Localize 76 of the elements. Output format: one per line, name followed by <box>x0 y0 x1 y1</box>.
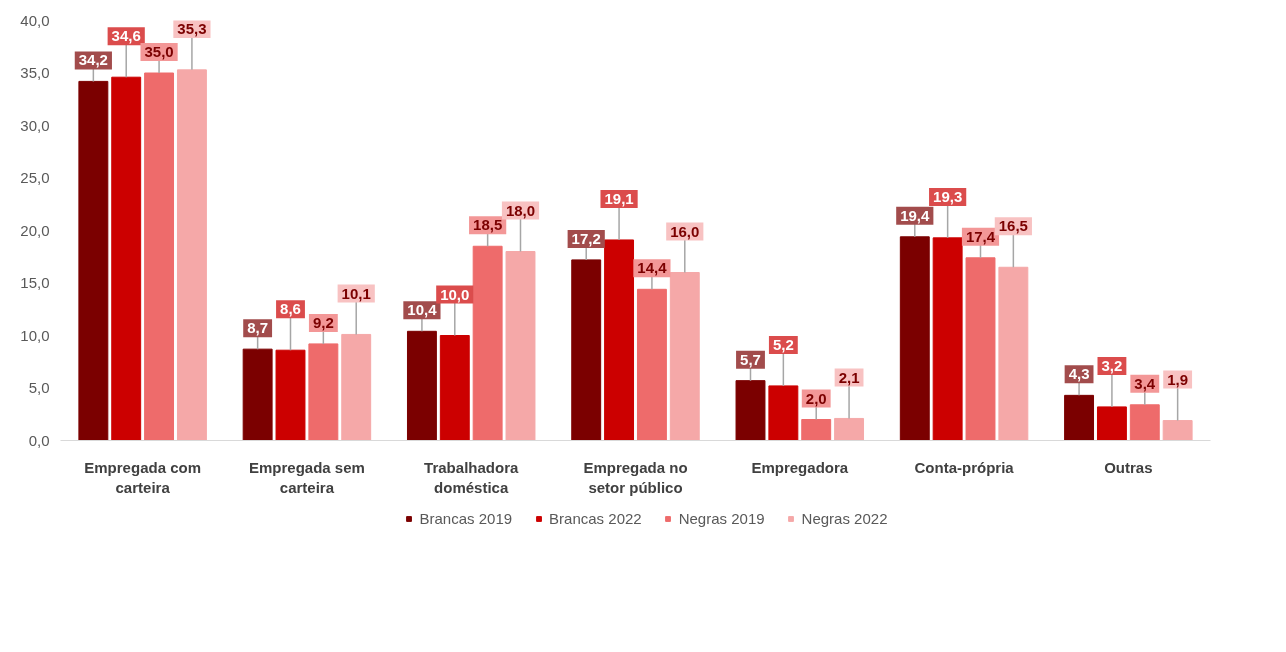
data-label: 35,0 <box>144 43 174 60</box>
data-label: 19,3 <box>933 187 963 205</box>
data-label: 18,5 <box>473 216 503 234</box>
x-tick-label: Outras <box>1104 458 1153 476</box>
y-tick-label: 10,0 <box>20 326 50 344</box>
bar <box>1064 394 1095 441</box>
bar <box>998 266 1029 441</box>
x-tick-label: Empregadora <box>751 458 849 476</box>
y-tick-label: 5,0 <box>28 379 50 396</box>
data-label: 2,0 <box>805 389 827 407</box>
y-tick-label: 40,0 <box>20 11 50 29</box>
legend-label: Brancas 2019 <box>419 509 513 527</box>
x-tick-label: Trabalhadora doméstica <box>424 458 519 496</box>
data-label: 4,3 <box>1068 365 1090 383</box>
legend-label: Brancas 2022 <box>549 509 642 527</box>
bar <box>176 69 207 441</box>
data-label: 18,0 <box>505 201 536 219</box>
bar <box>965 257 996 441</box>
bar <box>768 385 799 441</box>
data-label: 5,7 <box>740 350 761 368</box>
bar <box>111 76 142 441</box>
legend-label: Negras 2022 <box>801 509 888 527</box>
data-label: 17,4 <box>965 227 996 245</box>
x-tick-label: Empregada sem carteira <box>248 458 365 496</box>
data-label: 5,2 <box>772 335 794 353</box>
x-tick-label: Empregada com carteira <box>84 458 202 496</box>
data-label: 34,6 <box>111 27 141 45</box>
bar <box>669 272 700 441</box>
data-label: 8,6 <box>280 300 301 318</box>
data-label: 10,1 <box>341 284 371 302</box>
bar <box>308 343 339 441</box>
y-tick-label: 30,0 <box>20 116 50 134</box>
data-label: 3,4 <box>1134 374 1156 392</box>
data-label: 3,2 <box>1101 356 1123 374</box>
y-tick-label: 35,0 <box>20 64 50 81</box>
bar <box>636 288 667 441</box>
data-label: 1,9 <box>1167 370 1189 388</box>
data-label: 35,3 <box>177 19 207 37</box>
x-tick-label: Empregada no setor público <box>583 458 688 496</box>
y-tick-label: 0,0 <box>28 431 50 449</box>
y-tick-label: 25,0 <box>20 169 50 186</box>
bar <box>932 237 963 441</box>
bar <box>341 333 372 441</box>
x-tick-label: Conta-própria <box>914 458 1015 476</box>
bar <box>472 245 503 441</box>
data-label: 16,0 <box>670 222 700 240</box>
data-label: 9,2 <box>312 313 334 331</box>
data-label: 10,0 <box>440 285 470 303</box>
y-tick-label: 20,0 <box>20 221 50 239</box>
bar <box>406 330 437 441</box>
bar <box>604 239 635 441</box>
bar <box>275 349 306 441</box>
data-label: 19,1 <box>604 190 634 207</box>
bar <box>78 80 109 441</box>
data-label: 14,4 <box>637 259 668 277</box>
bar <box>735 380 766 441</box>
bar <box>1096 406 1127 441</box>
y-tick-label: 15,0 <box>20 274 50 291</box>
bar <box>505 251 536 441</box>
bar <box>801 419 832 441</box>
data-label: 10,4 <box>407 301 438 319</box>
bar <box>1129 404 1160 441</box>
bar <box>242 348 273 441</box>
bar <box>899 236 930 441</box>
data-label: 8,7 <box>247 319 269 337</box>
data-label: 17,2 <box>571 229 601 247</box>
bar <box>571 259 602 441</box>
data-label: 34,2 <box>78 51 108 69</box>
bar <box>834 417 865 441</box>
data-label: 2,1 <box>838 368 860 386</box>
bar <box>144 72 175 441</box>
bar <box>1162 420 1193 441</box>
bar <box>439 335 470 441</box>
data-label: 16,5 <box>998 217 1028 235</box>
legend-label: Negras 2019 <box>678 509 765 527</box>
data-label: 19,4 <box>900 206 931 224</box>
